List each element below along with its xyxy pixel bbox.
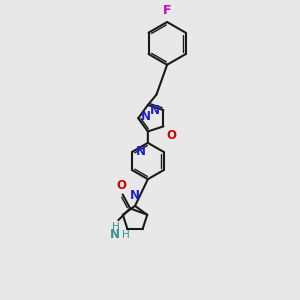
Text: H: H — [112, 222, 120, 232]
Text: N: N — [140, 110, 150, 123]
Text: O: O — [166, 128, 176, 142]
Text: H: H — [122, 230, 129, 240]
Text: N: N — [130, 189, 140, 202]
Text: O: O — [117, 179, 127, 192]
Text: N: N — [149, 103, 160, 117]
Text: N: N — [136, 146, 146, 158]
Text: N: N — [110, 228, 120, 241]
Text: F: F — [163, 4, 171, 17]
